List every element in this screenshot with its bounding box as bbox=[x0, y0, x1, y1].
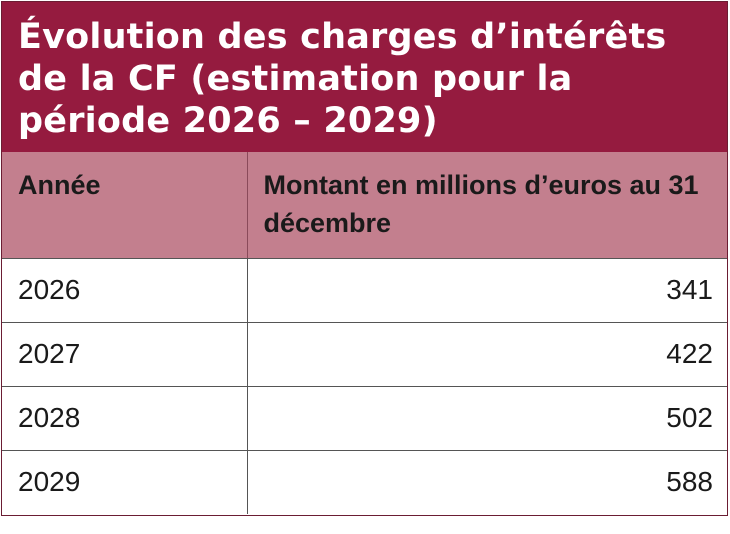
table-title: Évolution des charges d’intérêts de la C… bbox=[18, 17, 667, 141]
year-cell: 2026 bbox=[2, 258, 248, 323]
amount-cell: 341 bbox=[247, 258, 727, 323]
amount-cell: 422 bbox=[247, 322, 727, 387]
year-cell: 2027 bbox=[2, 322, 248, 387]
amount-cell: 588 bbox=[666, 466, 713, 498]
table-row: 2027 422 bbox=[2, 322, 727, 387]
year-cell: 2028 bbox=[2, 386, 248, 451]
header-year: Année bbox=[2, 152, 247, 259]
header-row: Année Montant en millions d’euros au 31 … bbox=[2, 152, 727, 259]
table-row: 2028 502 bbox=[2, 386, 727, 451]
table-row: 2029 588 bbox=[2, 450, 727, 514]
title-bar: Évolution des charges d’intérêts de la C… bbox=[2, 2, 727, 152]
interest-charges-table: Année Montant en millions d’euros au 31 … bbox=[2, 152, 727, 514]
interest-charges-card: Évolution des charges d’intérêts de la C… bbox=[1, 1, 728, 516]
table-row: 2026 341 bbox=[2, 258, 727, 323]
year-cell: 2029 bbox=[2, 450, 248, 514]
amount-cell: 502 bbox=[247, 386, 727, 451]
header-amount: Montant en millions d’euros au 31 décemb… bbox=[246, 152, 727, 259]
